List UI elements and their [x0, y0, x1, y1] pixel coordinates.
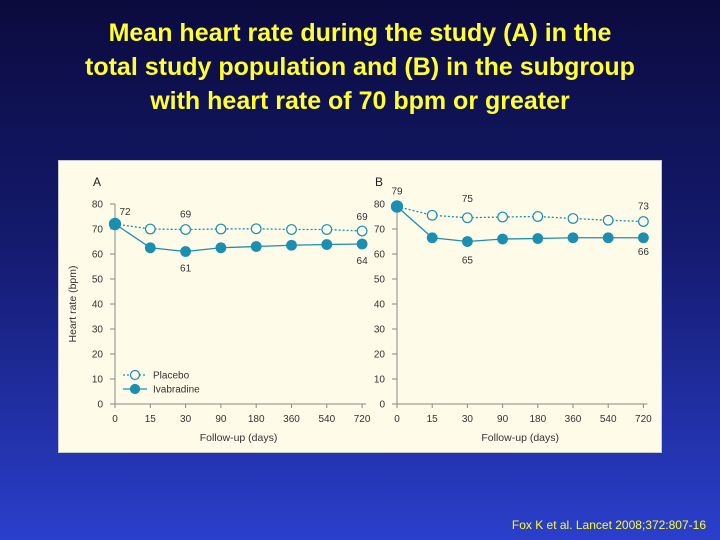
x-axis-label: Follow-up (days): [200, 432, 278, 444]
legend-marker-placebo: [129, 369, 141, 381]
x-tick-label: 360: [565, 414, 582, 425]
data-point-ivabradine: [462, 236, 473, 247]
data-point-ivabradine: [426, 232, 438, 244]
data-point-ivabradine: [532, 233, 544, 244]
y-tick-label: 80: [374, 200, 386, 211]
data-point-ivabradine: [321, 239, 333, 250]
data-label: 64: [357, 256, 369, 267]
x-tick-label: 720: [635, 414, 652, 425]
y-tick-label: 20: [374, 350, 386, 361]
data-point-placebo: [286, 224, 297, 235]
data-point-ivabradine: [567, 232, 579, 244]
y-tick-label: 30: [92, 325, 104, 336]
data-label: 66: [638, 247, 650, 258]
y-tick-label: 40: [374, 300, 386, 311]
data-point-placebo: [426, 209, 438, 221]
legend-label-placebo: Placebo: [153, 371, 190, 382]
data-point-ivabradine: [286, 239, 297, 251]
series-line-placebo: [396, 205, 644, 223]
x-tick-label: 0: [394, 414, 400, 425]
legend-marker-ivabradine: [129, 383, 141, 395]
citation: Fox K et al. Lancet 2008;372:807-16: [511, 518, 706, 532]
x-tick-label: 0: [112, 414, 118, 425]
data-point-placebo: [144, 223, 156, 235]
data-point-placebo: [567, 213, 579, 224]
x-tick-label: 360: [283, 414, 300, 425]
y-tick-label: 10: [92, 375, 104, 386]
x-axis-label: Follow-up (days): [481, 432, 559, 444]
data-point-ivabradine: [390, 200, 404, 213]
title-line-2: total study population and (B) in the su…: [85, 53, 635, 81]
slide-title: Mean heart rate during the study (A) in …: [20, 16, 700, 118]
data-label: 79: [391, 187, 403, 198]
data-point-ivabradine: [602, 232, 614, 244]
y-tick-label: 20: [92, 350, 104, 361]
y-tick-label: 80: [92, 200, 104, 211]
data-label: 61: [180, 264, 192, 275]
data-point-ivabradine: [356, 238, 368, 250]
data-point-placebo: [250, 223, 262, 235]
data-point-ivabradine: [180, 246, 191, 257]
data-point-placebo: [602, 214, 614, 226]
data-label: 65: [462, 256, 474, 267]
data-point-placebo: [356, 225, 368, 237]
x-tick-label: 540: [318, 414, 335, 425]
y-tick-label: 30: [374, 325, 386, 336]
data-point-ivabradine: [497, 233, 509, 245]
x-tick-label: 30: [180, 414, 192, 425]
legend-label-ivabradine: Ivabradine: [153, 385, 200, 396]
x-tick-label: 180: [248, 414, 265, 425]
y-tick-label: 0: [379, 400, 385, 411]
y-tick-label: 70: [92, 225, 104, 236]
data-point-placebo: [215, 223, 227, 235]
x-tick-label: 90: [497, 414, 509, 425]
data-point-placebo: [180, 224, 191, 235]
y-tick-label: 60: [374, 250, 386, 261]
data-point-placebo: [532, 211, 544, 222]
title-line-3: with heart rate of 70 bpm or greater: [150, 87, 570, 115]
series-line-placebo: [114, 223, 363, 232]
data-point-ivabradine: [215, 242, 227, 254]
x-tick-label: 15: [427, 414, 439, 425]
x-tick-label: 15: [145, 414, 157, 425]
chart-panel: A 0 10 20 30 40 50 60 70 80 0 15 30 90 180 360 540 720 Fol…: [58, 160, 662, 453]
data-label: 69: [357, 212, 369, 223]
data-point-ivabradine: [638, 232, 649, 244]
data-point-placebo: [497, 211, 509, 223]
x-tick-label: 180: [529, 414, 546, 425]
data-label: 75: [462, 194, 474, 205]
data-point-placebo: [462, 212, 473, 224]
panel-label-b: B: [375, 175, 383, 189]
y-tick-label: 50: [92, 275, 104, 286]
data-label: 73: [638, 202, 650, 213]
y-tick-label: 40: [92, 300, 104, 311]
series-line-ivabradine: [114, 223, 363, 253]
y-tick-label: 10: [374, 375, 386, 386]
title-line-1: Mean heart rate during the study (A) in …: [108, 19, 612, 47]
y-tick-label: 50: [374, 275, 386, 286]
data-point-placebo: [321, 224, 333, 235]
series-line-ivabradine: [396, 206, 644, 243]
y-tick-label: 0: [97, 400, 103, 411]
x-tick-label: 30: [462, 414, 474, 425]
y-axis-label: Heart rate (bpm): [67, 265, 79, 342]
data-point-ivabradine: [144, 242, 156, 254]
data-label: 69: [180, 210, 192, 221]
x-tick-label: 720: [354, 414, 371, 425]
data-label: 72: [119, 207, 131, 218]
data-point-ivabradine: [108, 217, 122, 231]
y-tick-label: 70: [374, 225, 386, 236]
data-point-placebo: [638, 216, 649, 227]
panel-label-a: A: [93, 175, 101, 189]
x-tick-label: 90: [215, 414, 227, 425]
x-tick-label: 540: [600, 414, 617, 425]
data-point-ivabradine: [250, 241, 262, 252]
y-tick-label: 60: [92, 250, 104, 261]
